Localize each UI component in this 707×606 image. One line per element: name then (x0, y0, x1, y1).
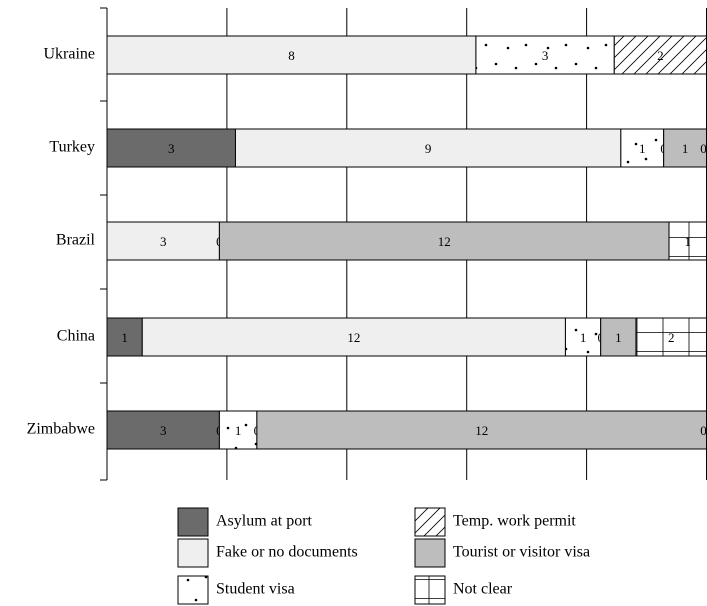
y-tick-label: Ukraine (43, 46, 95, 63)
value-label: 1 (121, 330, 128, 345)
value-label: 12 (347, 330, 360, 345)
bar-segment (106, 128, 236, 168)
legend-swatch (414, 507, 446, 537)
value-label: 2 (657, 48, 664, 63)
value-label: 0 (700, 423, 707, 438)
y-tick-label: Zimbabwe (27, 421, 95, 438)
value-label: 3 (160, 423, 167, 438)
bar-segment (620, 128, 665, 168)
bar-segment (475, 35, 615, 75)
legend-label: Asylum at port (216, 513, 313, 530)
bar-segment (218, 221, 670, 261)
legend-label: Fake or no documents (216, 544, 358, 561)
legend-swatch (177, 575, 209, 605)
bar-segment (106, 410, 220, 450)
value-label: 1 (639, 141, 646, 156)
value-label: 12 (475, 423, 488, 438)
y-tick-label: China (57, 328, 95, 345)
value-label: 0 (700, 141, 707, 156)
bars: Ukraine0832Turkey391010Brazil030121China… (27, 35, 707, 450)
legend: Asylum at port Fake or no documents Studen… (177, 507, 590, 605)
value-label: 1 (580, 330, 587, 345)
y-tick-label: Brazil (56, 232, 96, 249)
bar-segment (218, 410, 258, 450)
value-label: 3 (542, 48, 549, 63)
bar-segment (635, 317, 707, 357)
bar-segment (668, 221, 707, 261)
bar-segment (613, 35, 707, 75)
legend-swatch (177, 507, 209, 537)
legend-swatch (177, 538, 209, 568)
legend-label: Tourist or visitor visa (453, 544, 590, 561)
value-label: 1 (685, 234, 692, 249)
bar-segment (106, 221, 220, 261)
value-label: 2 (668, 330, 675, 345)
y-axis-ticks (100, 7, 107, 481)
value-label: 3 (168, 141, 175, 156)
legend-swatch (414, 538, 446, 568)
bar-segment (256, 410, 707, 450)
bar-segment (663, 128, 707, 168)
bar-segment (234, 128, 622, 168)
value-label: 1 (615, 330, 622, 345)
legend-label: Not clear (453, 581, 513, 598)
value-label: 1 (682, 141, 689, 156)
y-tick-label: Turkey (49, 139, 95, 156)
bar-segment (141, 317, 566, 357)
bar-segment (106, 35, 477, 75)
legend-label: Temp. work permit (453, 513, 576, 530)
legend-swatch (414, 575, 446, 605)
value-label: 1 (235, 423, 242, 438)
value-label: 9 (425, 141, 432, 156)
legend-label: Student visa (216, 581, 295, 598)
bar-segment (564, 317, 602, 357)
value-label: 8 (288, 48, 295, 63)
value-label: 12 (438, 234, 451, 249)
value-label: 3 (160, 234, 167, 249)
